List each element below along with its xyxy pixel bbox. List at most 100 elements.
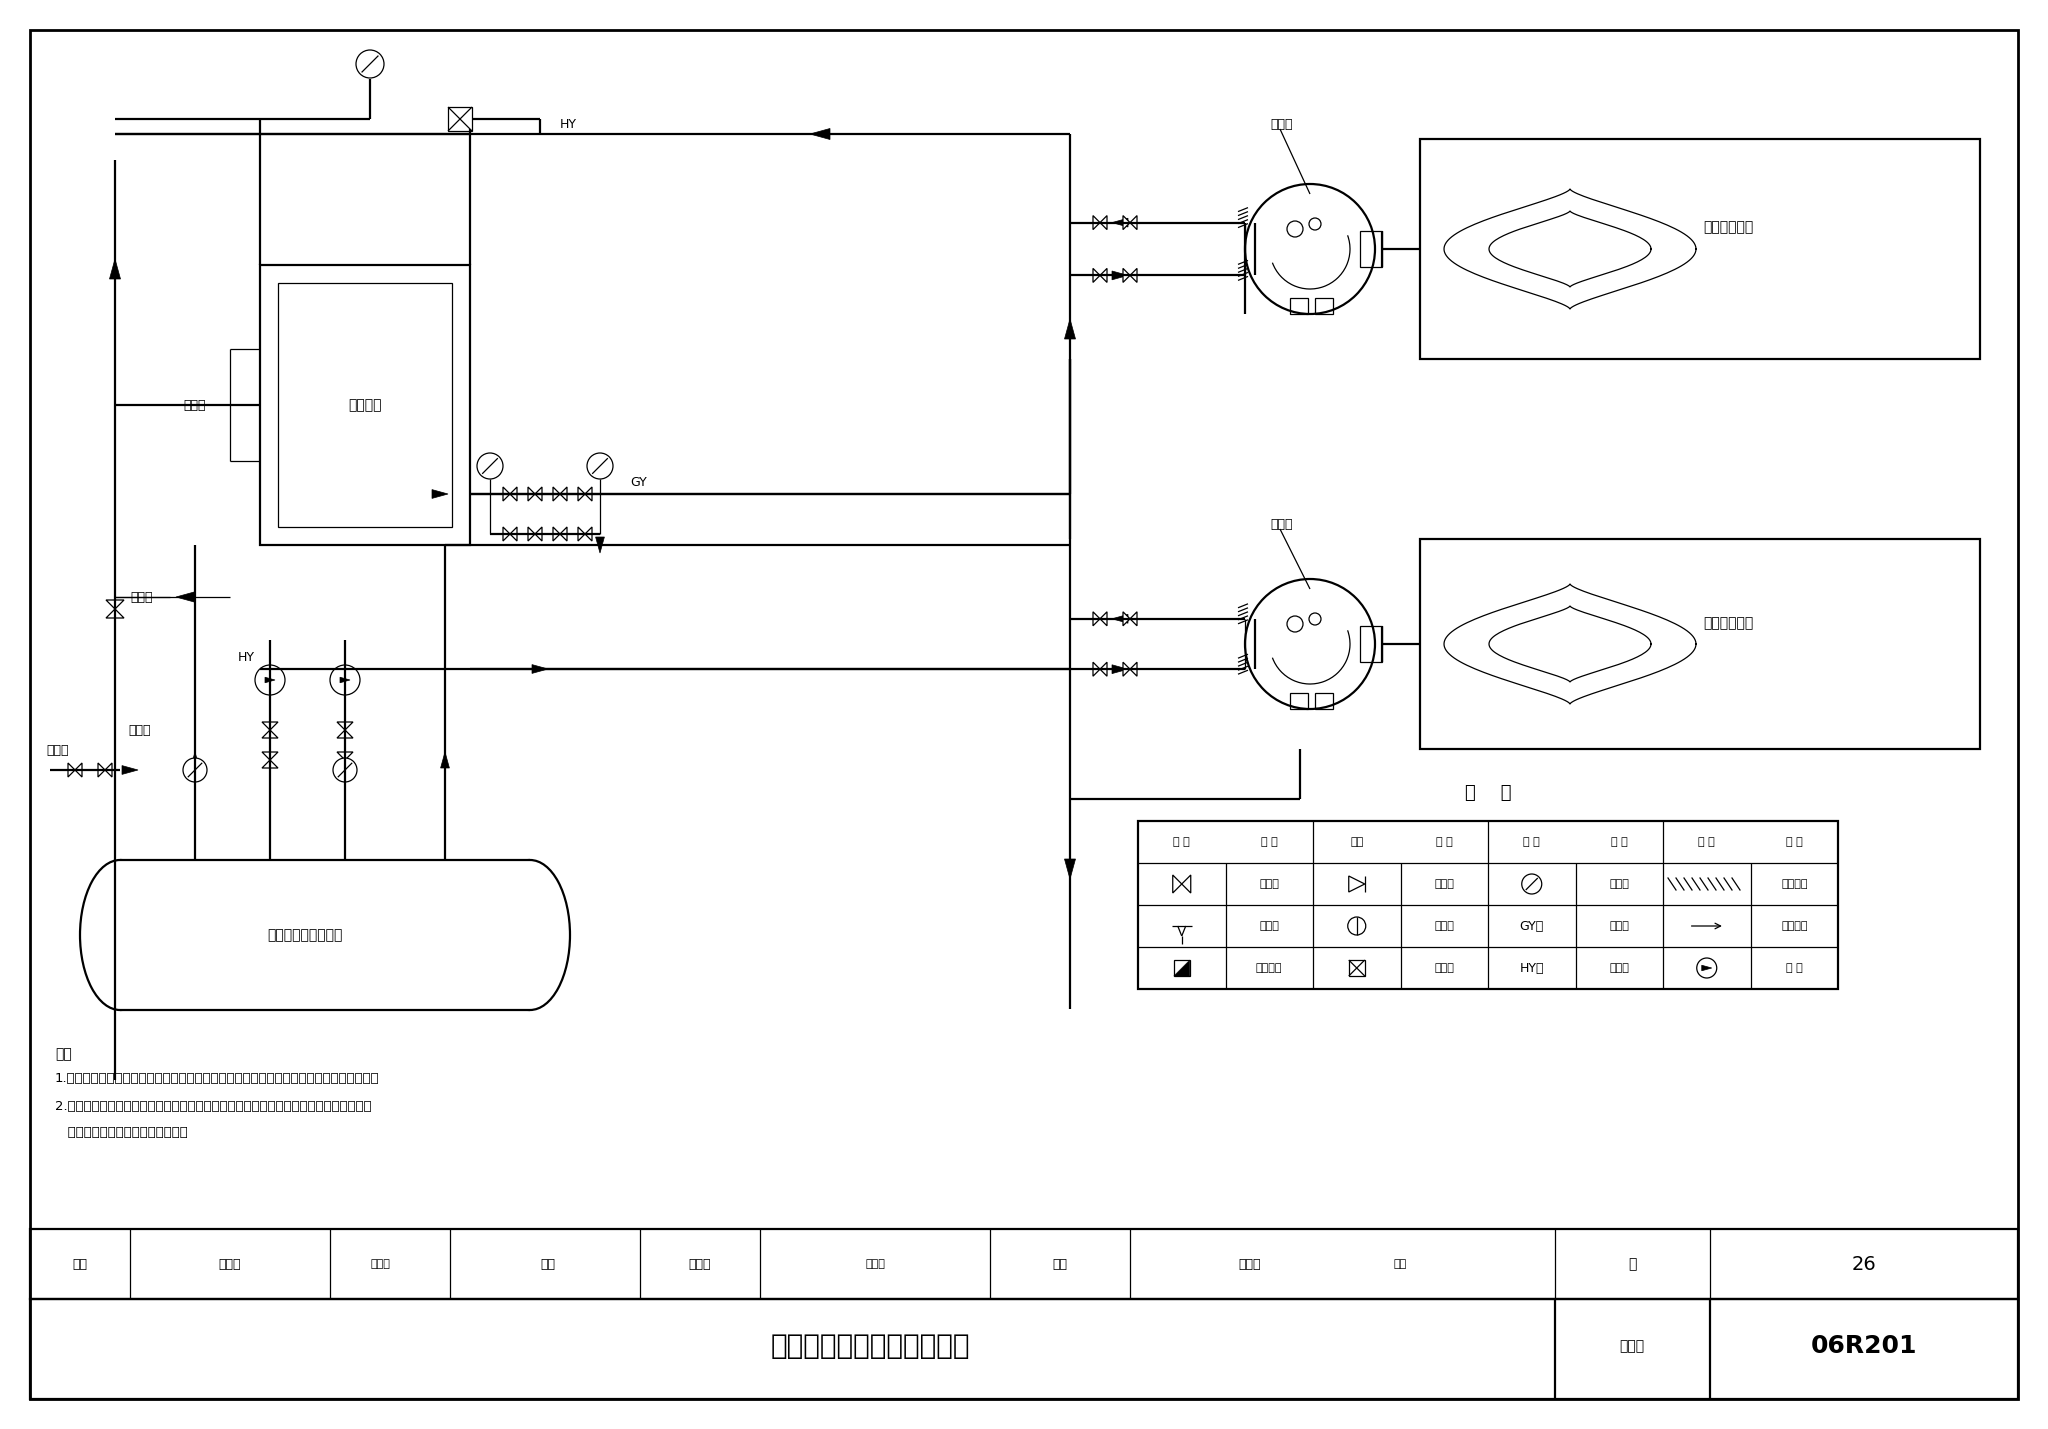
Polygon shape [1112,272,1128,280]
Polygon shape [104,763,113,777]
Polygon shape [1174,960,1190,976]
Circle shape [1522,875,1542,895]
Text: 罗荣华: 罗荣华 [219,1258,242,1270]
Circle shape [356,50,385,79]
Polygon shape [1174,875,1182,893]
Polygon shape [578,527,586,542]
Polygon shape [578,487,586,502]
Polygon shape [106,600,125,609]
Polygon shape [1130,662,1137,676]
Text: 储油罐（地下直埋）: 储油罐（地下直埋） [268,927,342,942]
Circle shape [477,453,504,479]
Text: 名 称: 名 称 [1436,837,1452,847]
Polygon shape [1122,216,1130,230]
Bar [449,107,471,131]
Polygon shape [1100,662,1108,676]
Bar [1315,693,1333,709]
Polygon shape [1122,662,1130,676]
Text: 符 号: 符 号 [1174,837,1190,847]
Text: 压力表: 压力表 [1610,879,1630,889]
Text: 液位计: 液位计 [184,399,207,412]
Text: 回油管: 回油管 [1610,963,1630,973]
Polygon shape [1122,269,1130,283]
Polygon shape [1094,612,1100,626]
Polygon shape [440,752,449,767]
Text: 签名: 签名 [1393,1259,1407,1269]
Text: 液位计: 液位计 [129,723,152,736]
Bar [279,283,453,527]
Bar [1290,299,1309,314]
Text: 不使刚: 不使刚 [864,1259,885,1269]
Text: 油流量表: 油流量表 [1255,963,1282,973]
Text: 2.燃烧器以及满足直燃机燃烧系统正常运行、自动调节、安全保护等相关的辅机、控制系: 2.燃烧器以及满足直燃机燃烧系统正常运行、自动调节、安全保护等相关的辅机、控制系 [55,1100,371,1113]
Polygon shape [1094,269,1100,283]
Polygon shape [504,487,510,502]
Text: 名 称: 名 称 [1262,837,1278,847]
Polygon shape [1112,219,1128,227]
Text: 1.本图仅为燃油系统流程示意，在具体项目中应根据实际情况对本燃油系统进行相应调整。: 1.本图仅为燃油系统流程示意，在具体项目中应根据实际情况对本燃油系统进行相应调整… [55,1073,379,1086]
Text: GY－: GY－ [1520,919,1544,933]
Polygon shape [1182,875,1190,893]
Circle shape [1309,219,1321,230]
Polygon shape [559,487,567,502]
Circle shape [330,664,360,694]
Polygon shape [98,763,104,777]
Text: 直燃机燃烧室: 直燃机燃烧室 [1702,220,1753,234]
Bar [1290,693,1309,709]
Polygon shape [262,752,279,760]
Text: HY－: HY－ [1520,962,1544,975]
Text: 符 号: 符 号 [1524,837,1540,847]
Text: 图    例: 图 例 [1464,785,1511,802]
Polygon shape [504,527,510,542]
Bar [1350,960,1364,976]
Text: 符号: 符号 [1350,837,1364,847]
Text: 呼吸阀: 呼吸阀 [1434,922,1454,932]
Text: 审核: 审核 [72,1258,88,1270]
Text: 孚荣华: 孚荣华 [371,1259,389,1269]
Polygon shape [528,527,535,542]
Polygon shape [1065,319,1075,339]
Text: 名 称: 名 称 [1612,837,1628,847]
Polygon shape [811,129,829,140]
Text: 排污管: 排污管 [129,590,152,603]
Polygon shape [1122,612,1130,626]
Polygon shape [559,527,567,542]
Polygon shape [1130,269,1137,283]
Bar [1360,231,1382,267]
Circle shape [1696,957,1716,977]
Polygon shape [532,664,549,673]
Text: 李春林: 李春林 [1239,1258,1262,1270]
Bar [1174,960,1190,976]
Polygon shape [262,760,279,767]
Circle shape [1245,579,1374,709]
Ellipse shape [80,860,160,1010]
Polygon shape [1100,216,1108,230]
Text: 06R201: 06R201 [1810,1335,1917,1358]
Polygon shape [123,766,137,775]
Polygon shape [553,487,559,502]
Polygon shape [68,763,76,777]
Bar [1315,299,1333,314]
Circle shape [1286,221,1303,237]
Text: 图集号: 图集号 [1620,1339,1645,1353]
Polygon shape [510,527,516,542]
Text: 注：: 注： [55,1047,72,1060]
Polygon shape [1130,216,1137,230]
Polygon shape [338,752,352,760]
Text: 油 泵: 油 泵 [1786,963,1802,973]
Polygon shape [1094,662,1100,676]
Polygon shape [553,527,559,542]
Bar [1419,539,1980,749]
Polygon shape [1350,876,1364,892]
Text: 过滤器: 过滤器 [1260,922,1280,932]
Polygon shape [1100,269,1108,283]
Polygon shape [109,259,121,279]
Polygon shape [586,527,592,542]
Circle shape [1348,917,1366,935]
Polygon shape [1065,859,1075,879]
Text: 日用油箱: 日用油箱 [348,399,381,412]
Polygon shape [262,722,279,730]
Polygon shape [1702,965,1712,970]
Text: 介质流向: 介质流向 [1782,922,1808,932]
Text: 燃烧系统示意图（燃油型）: 燃烧系统示意图（燃油型） [770,1332,971,1360]
